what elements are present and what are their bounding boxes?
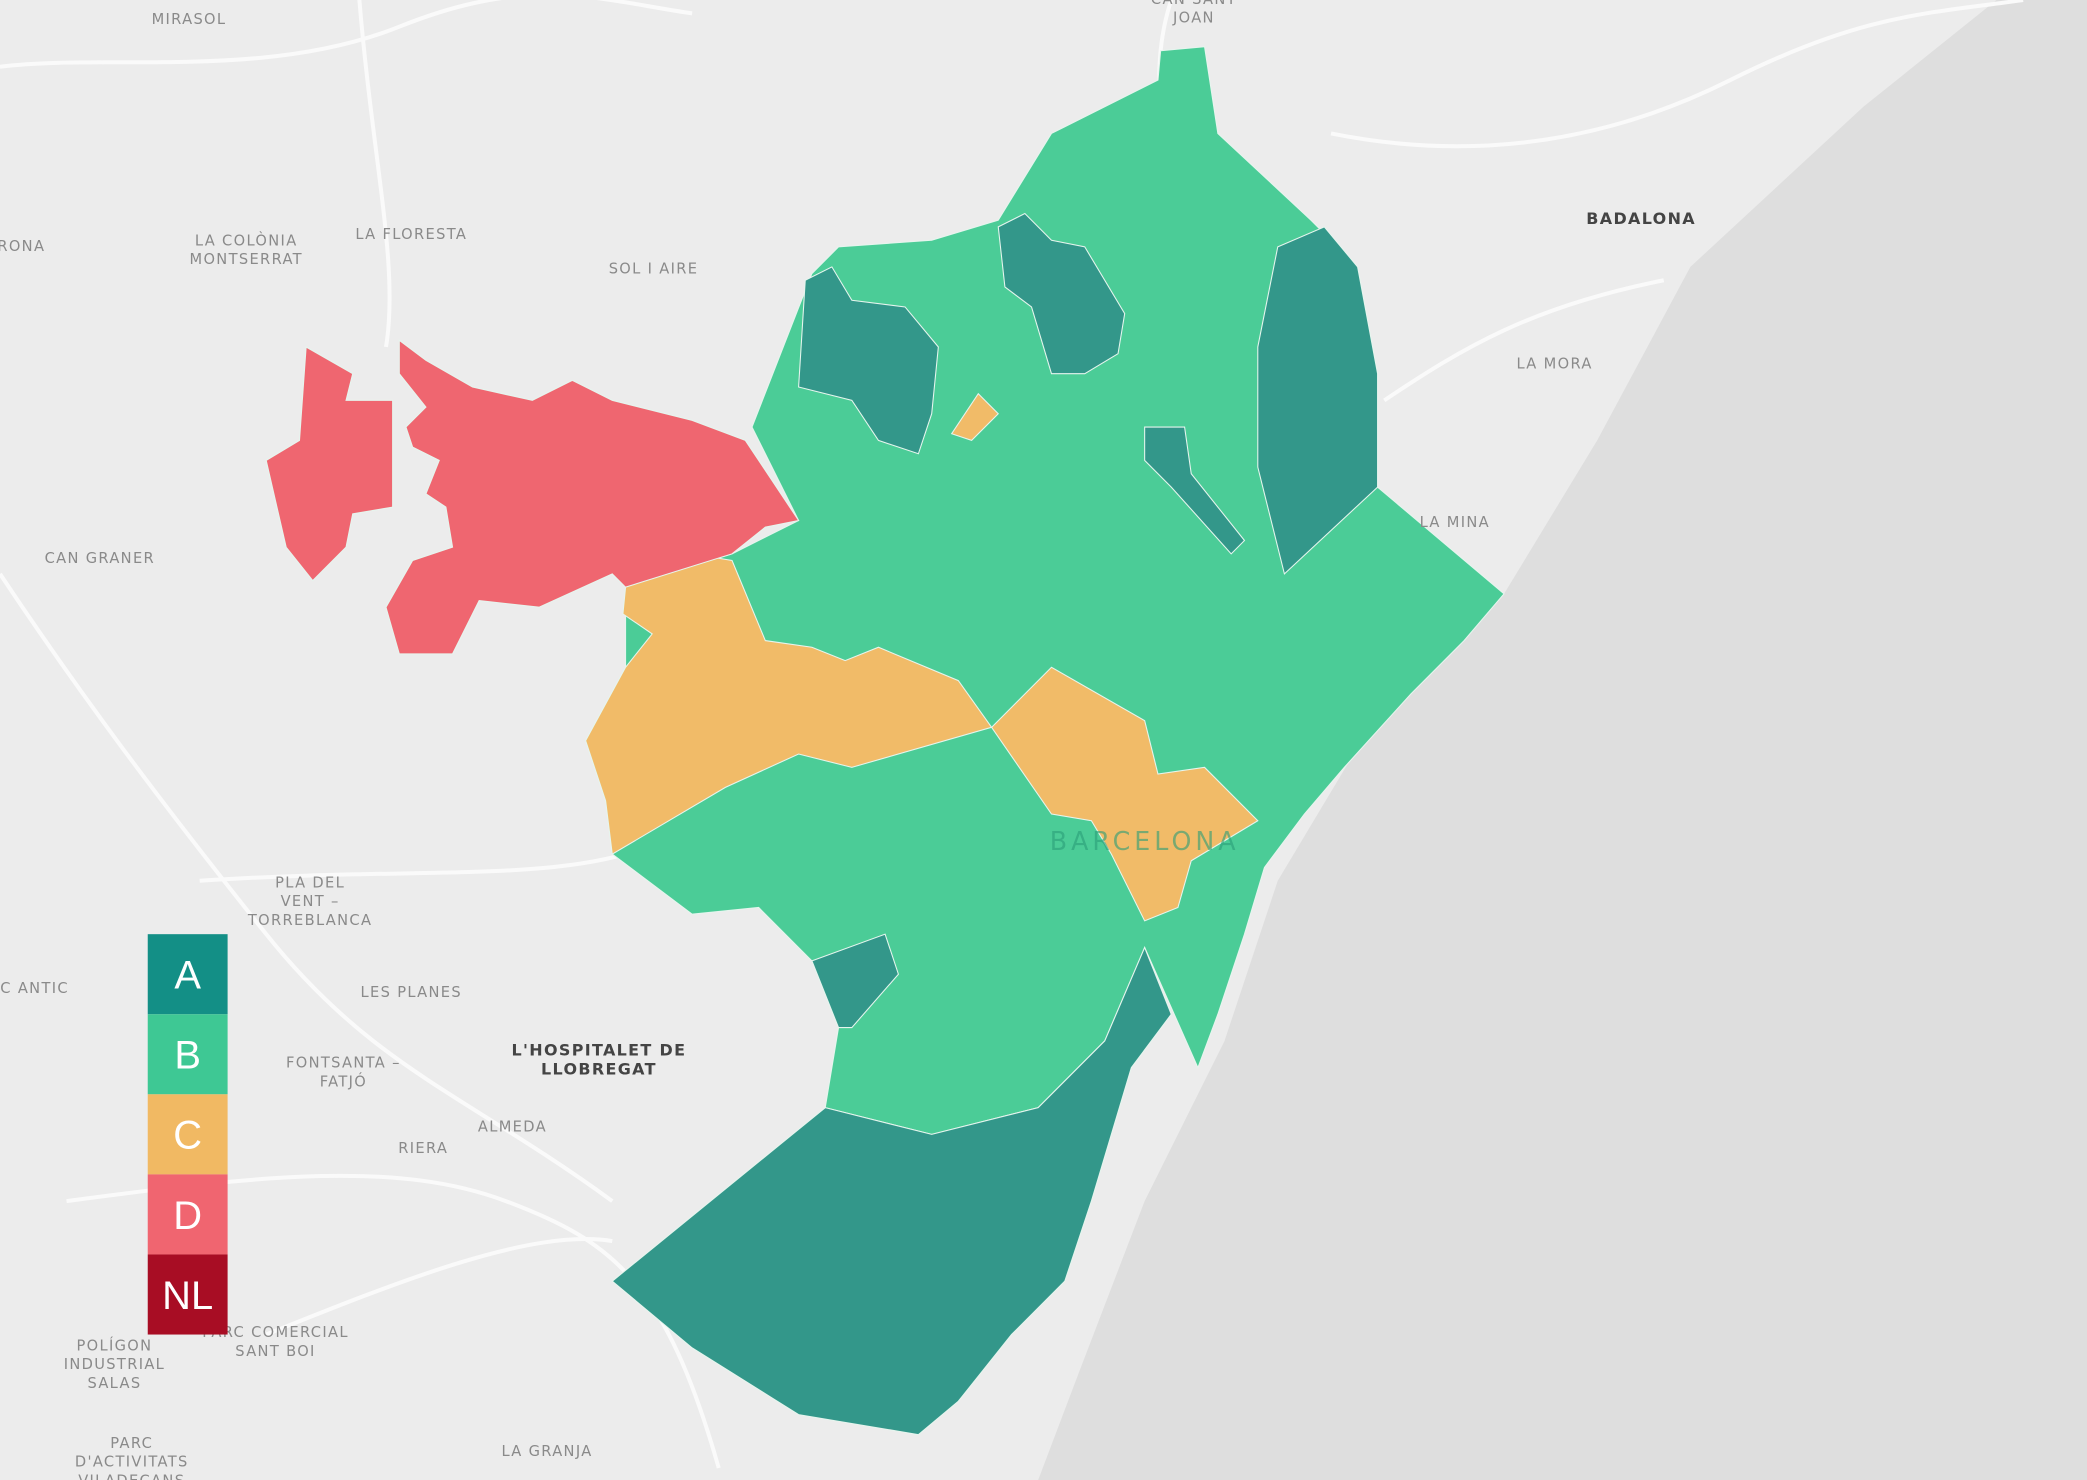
place-label: CAN SANT: [1151, 0, 1237, 8]
place-label: FONTSANTA –: [286, 1055, 401, 1072]
place-label: VENT –: [281, 893, 340, 910]
place-label: LLOBREGAT: [541, 1059, 657, 1078]
place-label: PARC COMERCIAL: [202, 1324, 349, 1341]
district-a: [611, 946, 1172, 1436]
place-label: INDUSTRIAL: [64, 1356, 165, 1373]
place-label: MIRASOL: [152, 11, 227, 28]
place-label: PLA DEL: [275, 874, 345, 891]
place-label: LA COLÒNIA: [195, 232, 298, 250]
place-label: MONTSERRAT: [190, 251, 303, 268]
sea: [1038, 0, 2087, 1480]
place-label: D'ACTIVITATS: [75, 1454, 189, 1471]
legend-label: D: [173, 1194, 202, 1238]
place-label: LA GRANJA: [501, 1443, 592, 1460]
district-d: [265, 346, 394, 582]
place-label: SOL I AIRE: [609, 261, 699, 278]
place-label: POLÍGON: [76, 1337, 152, 1355]
place-label: TORREBLANCA: [247, 912, 372, 929]
place-label: C ANTIC: [0, 980, 69, 997]
district-a: [1144, 426, 1246, 555]
legend-swatch: [147, 1014, 228, 1095]
district-c: [990, 666, 1259, 922]
legend-label: C: [173, 1114, 202, 1158]
district-a: [997, 212, 1126, 375]
legend-label: NL: [162, 1274, 213, 1318]
place-label: LA FLORESTA: [355, 226, 467, 243]
district-c: [585, 553, 993, 855]
place-label: SALAS: [87, 1375, 141, 1392]
place-label: LES PLANES: [361, 984, 462, 1001]
place-label: VILADECANS: [78, 1472, 185, 1480]
place-label: RIERA: [398, 1140, 448, 1157]
place-label: PARC: [110, 1435, 153, 1452]
place-label: BADALONA: [1586, 209, 1696, 228]
place-label: BARCELONA: [1050, 826, 1240, 856]
legend-swatch: [147, 934, 228, 1015]
place-label: CAN GRANER: [45, 550, 155, 567]
place-labels: MIRASOL CAN SANT JOAN RONA LA COLÒNIAMONTSER…: [0, 0, 1696, 1480]
place-label: FATJÓ: [320, 1072, 367, 1090]
district-c: [950, 392, 999, 442]
legend-label: A: [174, 954, 201, 998]
district-d: [385, 339, 800, 655]
legend-swatch: [147, 1174, 228, 1255]
legend-swatch: [147, 1254, 228, 1335]
legend-swatch: [147, 1094, 228, 1175]
legend-label: B: [174, 1034, 201, 1078]
place-label: RONA: [0, 238, 45, 255]
district-a: [1257, 226, 1379, 575]
districts: [265, 46, 1505, 1436]
place-label: L'HOSPITALET DE: [512, 1041, 687, 1060]
place-label: LA MORA: [1516, 355, 1592, 372]
place-label: LA MINA: [1420, 514, 1490, 531]
place-label: JOAN: [1172, 10, 1215, 27]
district-a: [798, 266, 939, 455]
place-label: SANT BOI: [235, 1343, 315, 1360]
place-label: ALMEDA: [478, 1119, 547, 1136]
district-a: [811, 933, 900, 1029]
